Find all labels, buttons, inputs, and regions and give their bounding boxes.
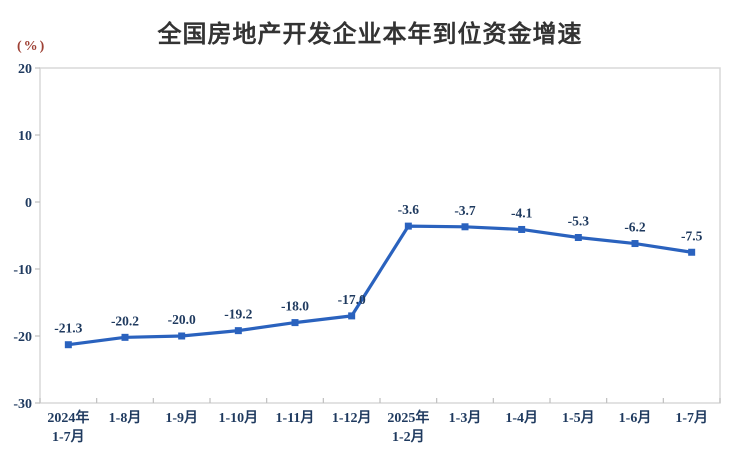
y-axis-tick-label: -30 <box>13 397 32 412</box>
data-point-label: -5.3 <box>568 214 590 229</box>
x-axis-tick-label: 1-9月 <box>165 410 198 426</box>
data-point-label: -6.2 <box>624 220 646 235</box>
data-point-marker <box>461 223 469 231</box>
data-point-label: -17.0 <box>338 292 366 307</box>
data-point-marker <box>121 333 129 341</box>
x-axis-tick-label: 1-11月 <box>276 410 315 426</box>
x-axis-tick-label: 2025年 1-2月 <box>387 409 429 445</box>
x-axis-tick-label: 1-8月 <box>109 410 142 426</box>
data-point-label: -20.0 <box>168 312 196 327</box>
y-axis-tick-label: -10 <box>13 263 32 278</box>
x-axis-tick-label: 2024年 1-7月 <box>47 409 89 445</box>
data-point-marker <box>348 312 356 320</box>
data-point-marker <box>234 327 242 335</box>
y-axis-tick-label: 20 <box>18 62 32 77</box>
data-point-label: -7.5 <box>681 228 703 243</box>
data-point-marker <box>404 222 412 230</box>
x-axis-tick-label: 1-5月 <box>562 410 595 426</box>
y-axis-tick-label: 10 <box>18 129 32 144</box>
chart-title: 全国房地产开发企业本年到位资金增速 <box>157 21 583 48</box>
x-axis-tick-label: 1-3月 <box>449 410 482 426</box>
plot-border <box>39 67 721 404</box>
data-point-label: -21.3 <box>54 321 82 336</box>
y-axis-unit-label: (%) <box>17 39 47 54</box>
data-point-label: -3.7 <box>454 203 476 218</box>
y-axis-tick-label: 0 <box>25 196 32 211</box>
data-point-marker <box>178 332 186 340</box>
data-point-marker <box>291 319 299 327</box>
data-point-marker <box>688 248 696 256</box>
data-point-marker <box>518 225 526 233</box>
x-axis-tick-label: 1-7月 <box>675 410 708 426</box>
data-point-label: -19.2 <box>224 307 252 322</box>
data-point-label: -18.0 <box>281 299 309 314</box>
x-axis-tick-label: 1-10月 <box>218 410 258 426</box>
data-point-label: -3.6 <box>398 202 420 217</box>
data-point-marker <box>631 240 639 248</box>
data-point-label: -4.1 <box>511 205 533 220</box>
x-axis-tick-label: 1-4月 <box>505 410 538 426</box>
data-line <box>68 224 692 347</box>
data-point-label: -20.2 <box>111 313 139 328</box>
data-point-marker <box>574 234 582 242</box>
y-axis-tick-label: -20 <box>13 330 32 345</box>
data-point-marker <box>64 341 72 349</box>
x-axis-tick-label: 1-12月 <box>332 410 372 426</box>
x-axis-tick-label: 1-6月 <box>619 410 652 426</box>
